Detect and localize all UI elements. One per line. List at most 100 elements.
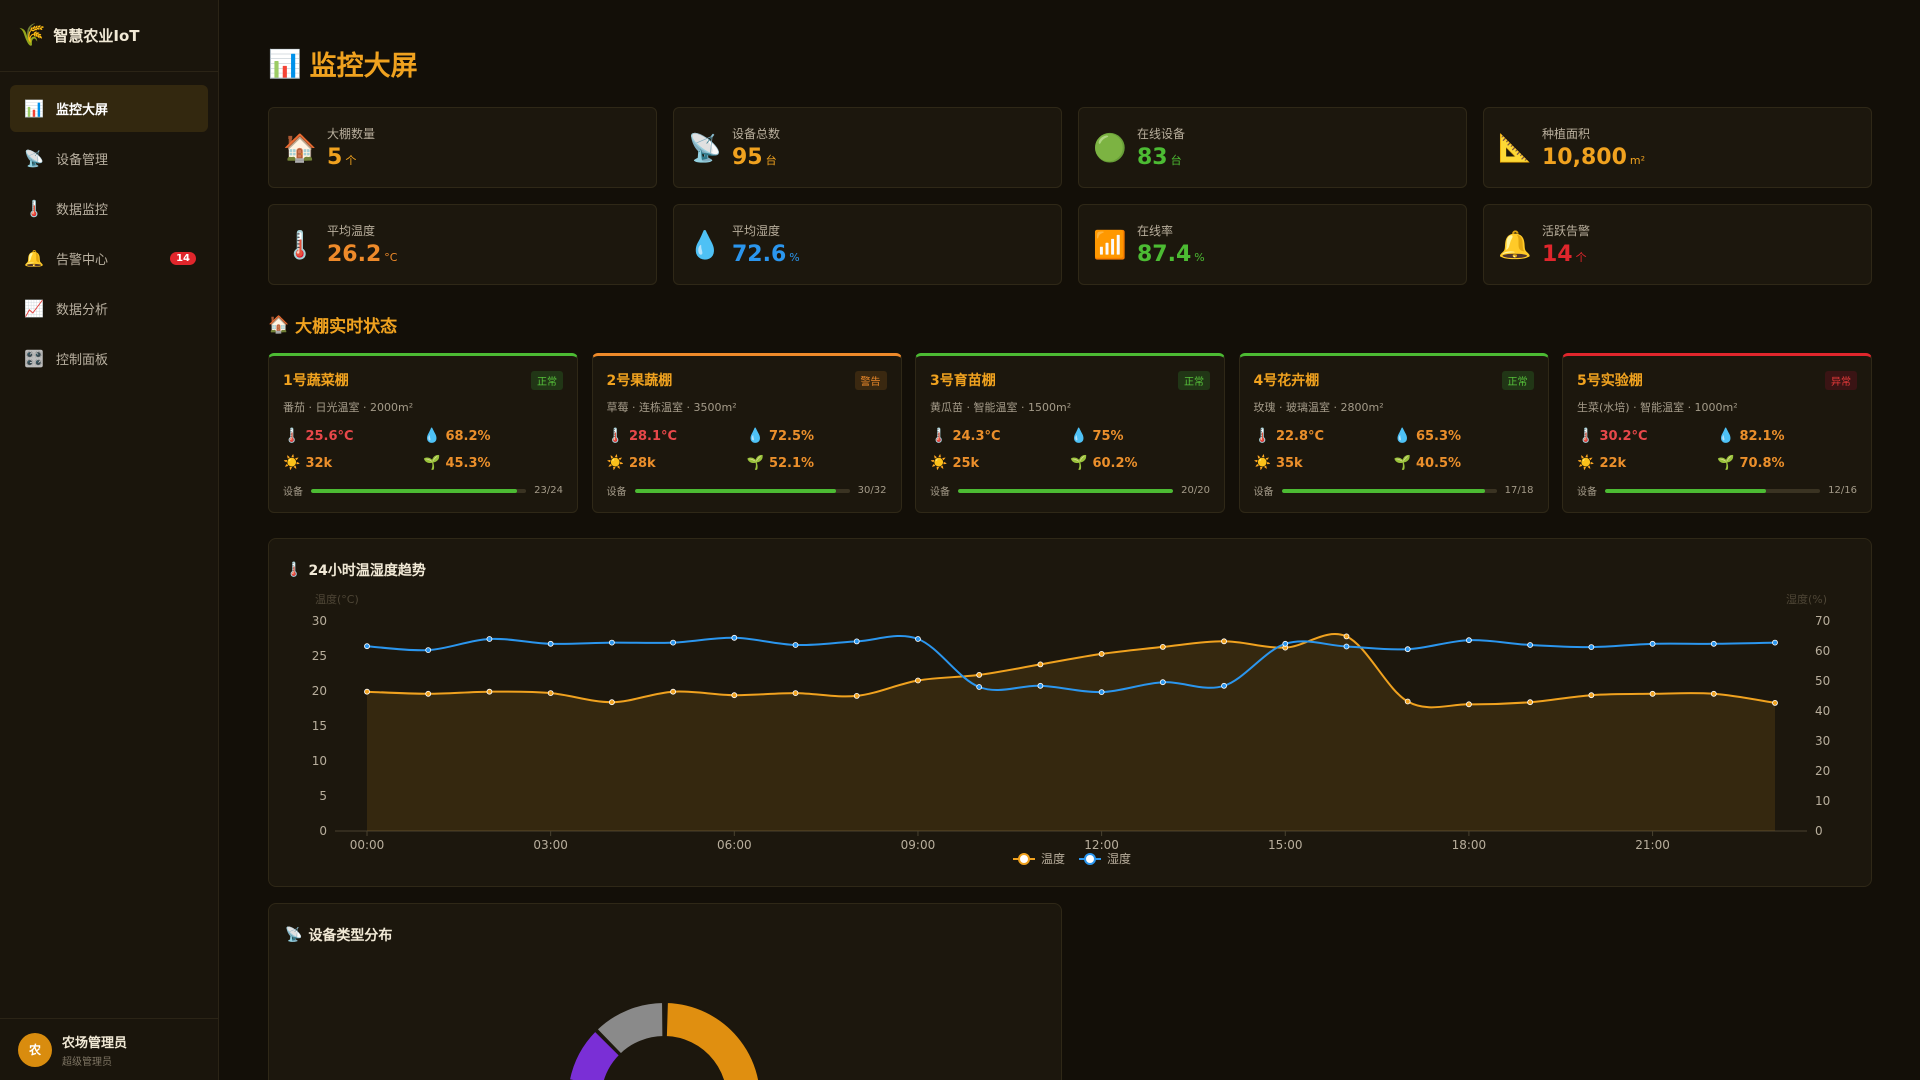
thermometer-icon: 🌡️ bbox=[606, 428, 624, 444]
data-point-1[interactable] bbox=[1649, 640, 1656, 647]
greenhouse-header: 5号实验棚 异常 bbox=[1577, 370, 1857, 390]
app-name: 智慧农业IoT bbox=[53, 27, 140, 45]
greenhouse-card[interactable]: 1号蔬菜棚 正常 番茄 · 日光温室 · 2000m² 🌡️ 25.6°C 💧 68.2% ☀… bbox=[268, 353, 578, 513]
stat-unit: 台 bbox=[765, 154, 777, 167]
legend-label-0[interactable]: 温度 bbox=[1041, 851, 1065, 866]
device-type-donut-chart[interactable] bbox=[269, 904, 1062, 1080]
data-point-1[interactable] bbox=[547, 640, 554, 647]
greenhouse-card[interactable]: 4号花卉棚 正常 玫瑰 · 玻璃温室 · 2800m² 🌡️ 22.8°C 💧 65.3% ☀… bbox=[1238, 353, 1549, 513]
data-point-1[interactable] bbox=[731, 634, 738, 641]
y-tick-left: 20 bbox=[312, 684, 327, 698]
data-point-0[interactable] bbox=[1221, 638, 1227, 645]
data-point-0[interactable] bbox=[1159, 644, 1166, 650]
data-point-0[interactable] bbox=[1649, 690, 1656, 697]
data-point-0[interactable] bbox=[670, 688, 676, 695]
sidebar-item-3[interactable]: 🔔 告警中心 14 bbox=[10, 235, 208, 282]
data-point-0[interactable] bbox=[1098, 651, 1105, 657]
greenhouse-card[interactable]: 2号果蔬棚 警告 草莓 · 连栋温室 · 3500m² 🌡️ 28.1°C 💧 72.5% ☀… bbox=[591, 353, 902, 513]
data-point-0[interactable] bbox=[1527, 699, 1534, 706]
status-badge: 警告 bbox=[854, 370, 887, 390]
data-point-1[interactable] bbox=[1466, 637, 1472, 644]
trend-chart[interactable]: 温度(°C) 湿度(%) 0 5 10 15 20 25 30 0 10 20 30 40 50 60 70 00… bbox=[269, 539, 1873, 888]
data-point-0[interactable] bbox=[425, 690, 432, 697]
data-point-0[interactable] bbox=[364, 688, 370, 695]
data-point-1[interactable] bbox=[364, 643, 370, 650]
data-point-0[interactable] bbox=[547, 690, 554, 697]
y-tick-right: 0 bbox=[1815, 824, 1823, 838]
sidebar-item-2[interactable]: 🌡️ 数据监控 bbox=[10, 185, 208, 232]
page-title-text: 监控大屏 bbox=[309, 51, 418, 82]
data-point-1[interactable] bbox=[915, 636, 921, 642]
data-point-1[interactable] bbox=[1588, 644, 1595, 650]
data-point-1[interactable] bbox=[1098, 689, 1105, 696]
data-point-0[interactable] bbox=[1466, 701, 1472, 708]
stat-body: 在线设备 83 台 bbox=[1137, 125, 1185, 170]
legend-marker-1[interactable] bbox=[1084, 853, 1096, 865]
data-point-1[interactable] bbox=[1159, 679, 1166, 686]
data-point-0[interactable] bbox=[915, 677, 921, 684]
stat-unit: °C bbox=[384, 251, 398, 264]
greenhouse-name: 5号实验棚 bbox=[1577, 373, 1643, 389]
sidebar-item-4[interactable]: 📈 数据分析 bbox=[10, 285, 208, 332]
stat-value: 14 bbox=[1542, 242, 1573, 267]
donut-slice-0[interactable] bbox=[664, 1001, 761, 1080]
data-point-1[interactable] bbox=[792, 642, 799, 648]
data-point-1[interactable] bbox=[486, 636, 493, 642]
trend-chart-title: 🌡️ 24小时温湿度趋势 bbox=[285, 560, 426, 580]
brand[interactable]: 🌾 智慧农业IoT bbox=[0, 0, 218, 72]
status-badge: 正常 bbox=[531, 370, 563, 390]
data-point-1[interactable] bbox=[1527, 642, 1534, 648]
sun-icon: ☀️ bbox=[606, 455, 624, 471]
greenhouse-desc: 草莓 · 连栋温室 · 3500m² bbox=[606, 401, 737, 414]
data-point-1[interactable] bbox=[853, 638, 860, 645]
stat-card: 📶 在线率 87.4% bbox=[1078, 204, 1467, 285]
x-tick-label: 03:00 bbox=[533, 838, 568, 852]
data-point-0[interactable] bbox=[792, 690, 799, 697]
stat-label: 活跃告警 bbox=[1542, 224, 1591, 238]
legend-marker-0[interactable] bbox=[1018, 853, 1030, 865]
data-point-1[interactable] bbox=[1343, 643, 1350, 650]
greenhouse-desc: 玫瑰 · 玻璃温室 · 2800m² bbox=[1253, 401, 1384, 414]
data-point-0[interactable] bbox=[1404, 698, 1411, 705]
trend-chart-panel: 🌡️ 24小时温湿度趋势 温度(°C) 湿度(%) 0 5 10 15 20 25 30 0 10 2… bbox=[268, 538, 1872, 887]
data-point-1[interactable] bbox=[608, 639, 615, 646]
stat-value-row: 83 台 bbox=[1137, 145, 1185, 170]
data-point-0[interactable] bbox=[853, 692, 860, 699]
data-point-1[interactable] bbox=[1404, 646, 1411, 653]
device-progress-track bbox=[311, 488, 527, 493]
sidebar-item-5[interactable]: 🎛️ 控制面板 bbox=[10, 335, 208, 382]
data-point-1[interactable] bbox=[425, 647, 432, 653]
metric-hum: 💧 65.3% bbox=[1394, 428, 1534, 444]
data-point-0[interactable] bbox=[1037, 661, 1044, 668]
data-point-1[interactable] bbox=[1037, 682, 1044, 689]
data-point-1[interactable] bbox=[1710, 640, 1717, 647]
metric-soil: 🌱 40.5% bbox=[1394, 455, 1534, 471]
data-point-0[interactable] bbox=[1588, 692, 1595, 699]
sidebar-item-1[interactable]: 📡 设备管理 bbox=[10, 135, 208, 182]
greenhouse-card[interactable]: 5号实验棚 异常 生菜(水培) · 智能温室 · 1000m² 🌡️ 30.2°C 💧 82… bbox=[1562, 353, 1872, 513]
data-point-0[interactable] bbox=[1343, 633, 1350, 640]
stat-icon: 🏠 bbox=[283, 132, 317, 164]
donut-slice-1[interactable] bbox=[567, 1029, 622, 1080]
legend-label-1[interactable]: 湿度 bbox=[1107, 851, 1131, 866]
data-point-1[interactable] bbox=[670, 639, 676, 646]
data-point-0[interactable] bbox=[1772, 699, 1778, 706]
sidebar-item-0[interactable]: 📊 监控大屏 bbox=[10, 85, 208, 132]
greenhouse-card[interactable]: 3号育苗棚 正常 黄瓜苗 · 智能温室 · 1500m² 🌡️ 24.3°C 💧 75% ☀️… bbox=[915, 353, 1225, 513]
data-point-0[interactable] bbox=[1710, 690, 1717, 697]
data-point-1[interactable] bbox=[1221, 682, 1227, 689]
data-point-0[interactable] bbox=[486, 688, 493, 695]
data-point-0[interactable] bbox=[608, 699, 615, 706]
data-point-1[interactable] bbox=[976, 684, 983, 690]
data-point-1[interactable] bbox=[1282, 640, 1289, 647]
stat-label: 平均温度 bbox=[327, 224, 376, 238]
metric-temp: 🌡️ 28.1°C bbox=[607, 428, 747, 444]
stat-icon: 🔔 bbox=[1498, 229, 1532, 261]
data-point-0[interactable] bbox=[731, 692, 738, 699]
greenhouse-metrics: 🌡️ 30.2°C 💧 82.1% ☀️ 22k 🌱 70.8% bbox=[1577, 428, 1857, 471]
donut-slice-2[interactable] bbox=[595, 1000, 665, 1056]
user-profile[interactable]: 农 农场管理员 超级管理员 bbox=[0, 1018, 219, 1080]
data-point-1[interactable] bbox=[1772, 639, 1778, 646]
data-point-0[interactable] bbox=[976, 671, 983, 678]
stat-value: 5 bbox=[327, 145, 343, 170]
